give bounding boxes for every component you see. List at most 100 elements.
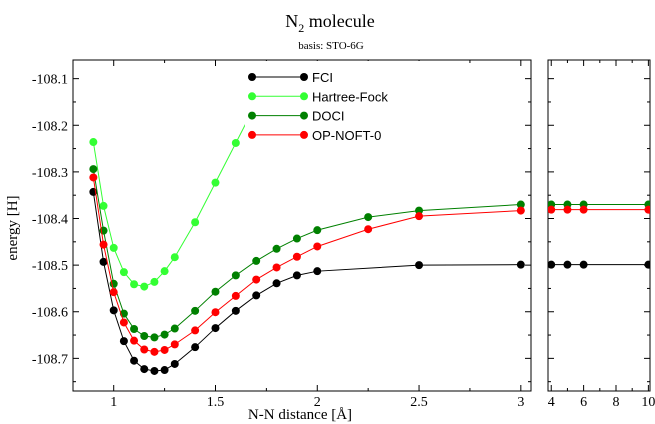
data-point-op-noft-0 <box>644 205 650 214</box>
data-point-fci <box>516 260 525 269</box>
data-point-doci <box>313 226 322 235</box>
x-tick-label: 1.5 <box>207 395 225 410</box>
plot-frame-1 <box>72 59 532 392</box>
legend-marker <box>300 92 308 101</box>
chart-subtitle: basis: STO-6G <box>298 40 364 52</box>
y-tick-label: -108.2 <box>32 119 68 134</box>
data-point-op-noft-0 <box>516 206 525 215</box>
x-tick-label: 6 <box>580 395 587 410</box>
data-point-op-noft-0 <box>231 291 240 300</box>
data-point-hartree-fock <box>170 253 179 262</box>
data-point-doci <box>211 287 220 296</box>
data-point-op-noft-0 <box>364 225 373 234</box>
data-point-fci <box>191 343 200 352</box>
data-point-op-noft-0 <box>211 308 220 317</box>
data-point-fci <box>548 260 556 269</box>
data-point-fci <box>170 359 179 368</box>
data-point-fci <box>130 356 139 365</box>
data-point-doci <box>170 324 179 333</box>
x-tick-label: 1 <box>110 395 117 410</box>
data-point-hartree-fock <box>211 178 220 187</box>
data-point-doci <box>292 234 301 243</box>
data-point-fci <box>644 260 650 269</box>
series-line-doci <box>92 169 521 338</box>
data-point-op-noft-0 <box>130 336 139 345</box>
legend-label: Hartree-Fock <box>312 89 388 104</box>
x-tick-label: 3 <box>517 395 524 410</box>
data-point-doci <box>364 213 373 222</box>
legend-marker <box>300 111 308 120</box>
data-point-doci <box>160 330 169 339</box>
x-tick-label: 10 <box>641 395 655 410</box>
series-doci-panel-2 <box>548 200 650 209</box>
data-point-doci <box>231 271 240 280</box>
data-point-op-noft-0 <box>415 212 424 221</box>
legend-marker <box>248 130 256 139</box>
legend: FCI Hartree-Fock DOCI OP-NOFT-0 <box>245 61 428 163</box>
data-point-fci <box>211 324 220 333</box>
data-point-hartree-fock <box>99 201 108 210</box>
data-point-hartree-fock <box>119 268 128 277</box>
data-point-hartree-fock <box>89 138 98 147</box>
data-point-op-noft-0 <box>579 205 588 214</box>
data-point-fci <box>99 257 108 266</box>
data-point-op-noft-0 <box>252 275 261 284</box>
x-tick-label: 2 <box>314 395 321 410</box>
series-op-noft-0-panel-1 <box>89 173 525 356</box>
legend-marker <box>248 73 256 81</box>
data-point-op-noft-0 <box>191 326 200 335</box>
data-point-fci <box>313 267 322 276</box>
data-point-hartree-fock <box>160 267 169 276</box>
x-axis-label: N-N distance [Å] <box>248 407 352 423</box>
data-point-op-noft-0 <box>170 340 179 349</box>
data-point-hartree-fock <box>109 243 118 252</box>
data-point-fci <box>272 279 281 288</box>
data-point-doci <box>252 256 261 265</box>
legend-marker <box>248 111 256 120</box>
data-point-hartree-fock <box>130 280 139 289</box>
data-point-op-noft-0 <box>140 345 149 354</box>
data-point-op-noft-0 <box>272 263 281 272</box>
y-tick-label: -108.6 <box>32 306 68 321</box>
data-point-fci <box>160 366 169 375</box>
data-point-fci <box>579 260 588 269</box>
data-point-doci <box>191 306 200 315</box>
data-point-op-noft-0 <box>160 345 169 354</box>
data-point-fci <box>140 365 149 374</box>
data-point-doci <box>140 331 149 340</box>
y-tick-label: -108.1 <box>32 73 68 88</box>
y-axis-label: energy [H] <box>5 195 21 260</box>
data-point-hartree-fock <box>140 282 149 291</box>
data-point-fci <box>119 337 128 346</box>
series-op-noft-0-panel-2 <box>548 205 650 214</box>
data-point-op-noft-0 <box>292 252 301 261</box>
data-point-op-noft-0 <box>563 205 572 214</box>
legend-marker <box>300 130 308 139</box>
y-tick-label: -108.4 <box>32 213 68 228</box>
data-point-op-noft-0 <box>150 347 159 356</box>
x-tick-label: 4 <box>548 395 555 410</box>
data-point-fci <box>150 366 159 375</box>
data-point-doci <box>272 244 281 253</box>
data-point-fci <box>415 261 424 270</box>
series-line-hartree-fock <box>92 64 277 288</box>
legend-label: OP-NOFT-0 <box>312 128 381 143</box>
data-point-doci <box>516 200 525 209</box>
data-point-fci <box>563 260 572 269</box>
data-point-op-noft-0 <box>109 288 118 297</box>
y-tick-label: -108.3 <box>32 166 68 181</box>
data-point-fci <box>231 306 240 315</box>
data-point-fci <box>252 291 261 300</box>
x-tick-label: 2.5 <box>410 395 428 410</box>
data-point-doci <box>130 324 139 333</box>
data-point-fci <box>109 306 118 315</box>
data-point-op-noft-0 <box>99 240 108 249</box>
data-point-op-noft-0 <box>119 318 128 327</box>
data-point-op-noft-0 <box>313 242 322 251</box>
data-point-op-noft-0 <box>548 205 556 214</box>
data-point-doci <box>89 165 98 174</box>
data-point-doci <box>150 333 159 342</box>
legend-box <box>245 61 428 163</box>
data-point-hartree-fock <box>191 218 200 227</box>
